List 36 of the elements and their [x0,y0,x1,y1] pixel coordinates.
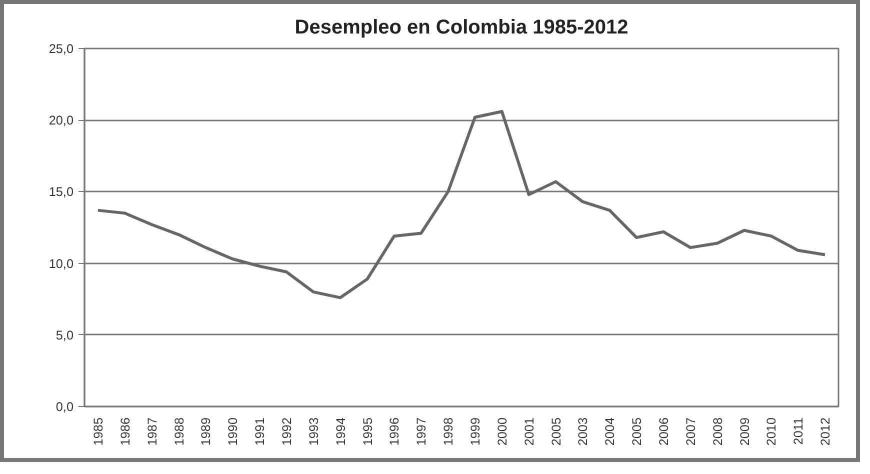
x-tick-label: 2005 [549,418,564,446]
x-tick-label: 1998 [442,418,456,446]
x-tick-label: 1986 [118,418,132,446]
x-tick-label: 1995 [360,418,375,446]
line-series [96,110,827,300]
y-tick-label: 5,0 [56,328,74,342]
x-tick-label: 2010 [764,418,779,446]
y-tick-label: 0,0 [56,400,74,414]
x-tick-label: 1985 [91,418,106,446]
y-tick-label: 20,0 [48,114,74,128]
x-tick-label: 2007 [684,418,698,446]
y-tick-label: 10,0 [48,256,74,271]
x-tick-label: 2001 [522,418,536,446]
x-tick-label: 2004 [603,418,618,446]
x-tick-label: 1999 [468,418,482,446]
x-tick-label: 1993 [306,418,321,446]
x-tick-label: 2008 [710,418,725,446]
x-tick-label: 2005 [630,418,644,446]
chart-title: Desempleo en Colombia 1985-2012 [294,16,628,38]
x-tick-label: 2003 [576,418,590,446]
x-tick-label: 2006 [656,418,671,446]
x-tick-label: 2009 [738,418,752,446]
x-tick-label: 1996 [388,418,402,446]
x-tick-label: 1991 [253,418,268,446]
x-tick-label: 1994 [334,418,348,446]
x-tick-label: 2012 [818,418,833,446]
x-tick-label: 1992 [280,418,294,446]
x-tick-label: 2011 [792,417,806,445]
x-tick-label: 2000 [495,418,510,446]
x-tick-label: 1990 [226,418,240,446]
x-tick-label: 1989 [199,418,214,446]
x-tick-label: 1987 [145,418,160,446]
x-tick-label: 1988 [172,418,186,446]
x-tick-label: 1997 [414,418,429,446]
y-tick-label: 25,0 [48,42,74,56]
y-tick-label: 15,0 [48,185,74,200]
